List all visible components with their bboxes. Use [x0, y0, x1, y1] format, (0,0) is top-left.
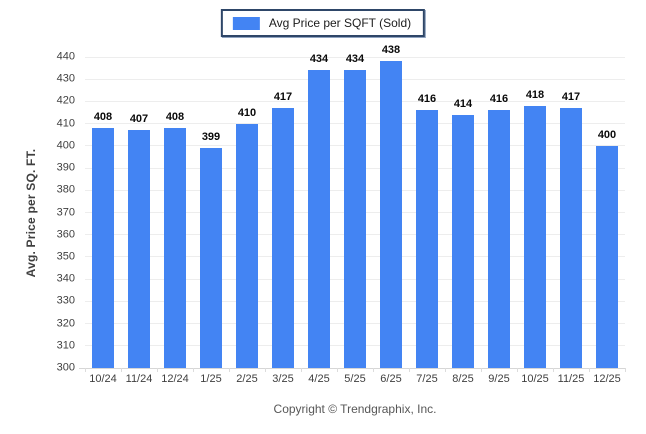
bar-value-label: 416	[489, 93, 509, 106]
bar-value-label: 434	[345, 53, 365, 66]
x-tick-label: 11/24	[125, 373, 153, 385]
bar-10/24	[92, 128, 114, 368]
bar-value-label: 410	[237, 106, 257, 119]
bar-5/25	[344, 70, 366, 368]
x-tick-label: 12/25	[593, 373, 621, 385]
gridline	[85, 56, 625, 58]
y-tick-label: 380	[56, 183, 75, 196]
x-axis-tick	[409, 368, 410, 372]
x-tick-label: 4/25	[308, 373, 330, 385]
x-tick-label: 5/25	[344, 373, 366, 385]
bar-value-label: 399	[201, 131, 221, 144]
legend-swatch-icon	[232, 16, 260, 30]
x-tick-label: 10/25	[521, 373, 549, 385]
x-tick-label: 12/24	[161, 373, 189, 385]
bar-12/24	[164, 128, 186, 368]
y-tick-label: 320	[56, 317, 75, 330]
y-tick-label: 330	[56, 294, 75, 307]
x-axis-line	[79, 368, 626, 369]
x-axis-tick	[157, 368, 158, 372]
copyright-text: Copyright © Trendgraphix, Inc.	[273, 402, 437, 416]
y-tick-label: 430	[56, 72, 75, 85]
y-tick-label: 350	[56, 250, 75, 263]
x-tick-label: 11/25	[557, 373, 585, 385]
bar-value-label: 407	[129, 113, 149, 126]
bar-value-label: 438	[381, 44, 401, 57]
x-axis-tick	[589, 368, 590, 372]
bar-3/25	[272, 108, 294, 368]
bar-11/24	[128, 130, 150, 368]
x-tick-label: 10/24	[89, 373, 117, 385]
bar-8/25	[452, 114, 474, 368]
bar-value-label: 408	[93, 111, 113, 124]
x-tick-label: 8/25	[452, 373, 474, 385]
y-tick-label: 370	[56, 206, 75, 218]
bar-12/25	[596, 145, 618, 368]
bar-11/25	[560, 108, 582, 368]
bar-7/25	[416, 110, 438, 368]
x-tick-label: 3/25	[272, 373, 294, 385]
bar-value-label: 417	[561, 91, 581, 104]
y-tick-label: 360	[56, 228, 75, 241]
bar-value-label: 434	[309, 53, 329, 66]
x-axis-tick	[553, 368, 554, 372]
x-tick-label: 2/25	[236, 373, 258, 385]
bar-value-label: 418	[525, 88, 545, 101]
bar-value-label: 417	[273, 91, 293, 104]
legend-label: Avg Price per SQFT (Sold)	[268, 16, 412, 30]
y-tick-label: 440	[56, 50, 75, 63]
bar-9/25	[488, 110, 510, 368]
x-axis-tick	[445, 368, 446, 372]
bar-value-label: 416	[417, 93, 437, 106]
x-tick-label: 7/25	[416, 373, 438, 385]
y-tick-label: 340	[56, 272, 75, 285]
x-tick-label: 6/25	[380, 373, 402, 385]
x-tick-label: 1/25	[200, 373, 222, 385]
x-tick-label: 9/25	[488, 373, 510, 385]
bar-2/25	[236, 123, 258, 368]
x-axis-tick	[121, 368, 122, 372]
x-axis-tick	[193, 368, 194, 372]
plot-area: 408 407 408 399 410 417 434 434 438 416 414 416 418 4…	[79, 45, 626, 372]
x-axis-tick-labels: 10/24 11/24 12/24 1/25 2/25 3/25 4/25 5/25 6/25 7…	[85, 374, 625, 388]
y-axis-tick-labels: 300 310 320 330 340 350 360 370 380 390 400 410 420 4…	[0, 51, 79, 373]
y-tick-label: 420	[56, 94, 75, 107]
x-axis-tick	[517, 368, 518, 372]
bar-value-label: 400	[597, 128, 617, 141]
legend: Avg Price per SQFT (Sold)	[220, 9, 426, 37]
x-axis-tick	[265, 368, 266, 372]
x-axis-tick	[301, 368, 302, 372]
bar-1/25	[200, 148, 222, 368]
x-axis-tick	[373, 368, 374, 372]
x-axis-tick	[229, 368, 230, 372]
x-axis-tick	[85, 368, 86, 372]
bar-value-label: 408	[165, 111, 185, 124]
bar-value-label: 414	[453, 97, 473, 110]
y-tick-label: 410	[56, 117, 75, 130]
x-axis-tick	[481, 368, 482, 372]
y-tick-label: 310	[56, 339, 75, 352]
y-tick-label: 390	[56, 161, 75, 174]
bar-6/25	[380, 61, 402, 368]
x-axis-tick	[625, 368, 626, 372]
y-tick-label: 400	[56, 139, 75, 152]
bar-10/25	[524, 105, 546, 368]
y-tick-label: 300	[56, 361, 75, 374]
x-axis-tick	[337, 368, 338, 372]
bar-4/25	[308, 70, 330, 368]
